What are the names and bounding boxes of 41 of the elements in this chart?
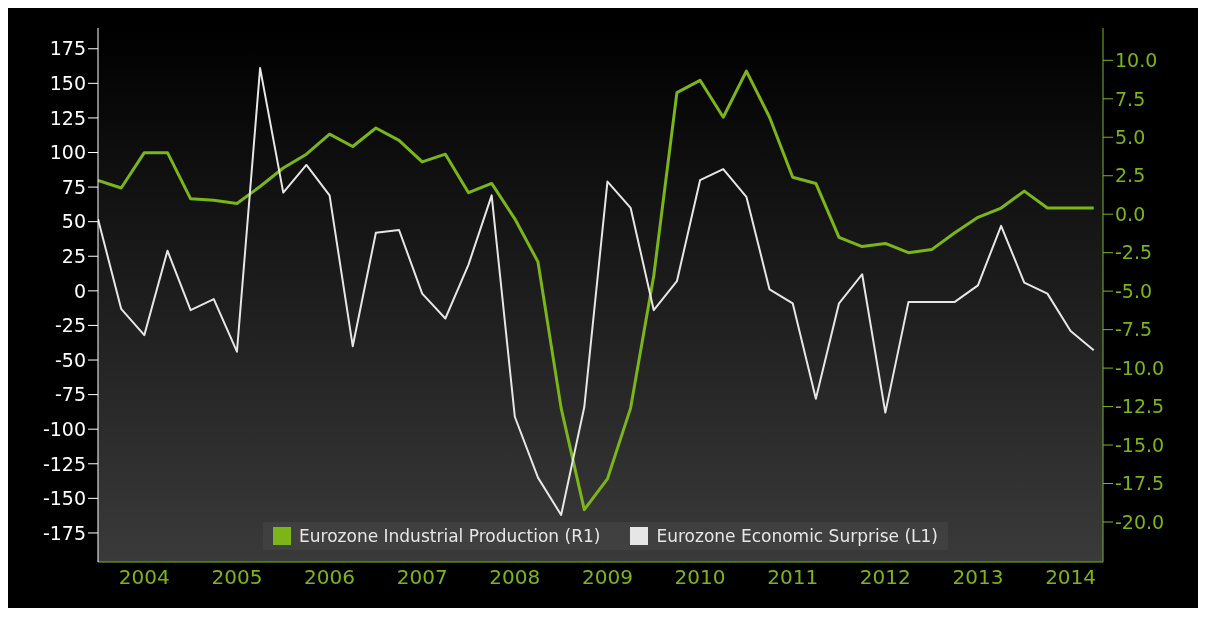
y2-tick-label: -2.5: [1115, 241, 1153, 264]
y-tick-label: 75: [61, 175, 86, 198]
y2-tick-label: -17.5: [1115, 472, 1165, 495]
x-tick-label: 2005: [211, 565, 263, 590]
y2-tick-label: 0.0: [1115, 202, 1146, 225]
y-tick-label: -50: [54, 348, 86, 371]
x-tick-label: 2007: [396, 565, 448, 590]
y-tick-label: -150: [42, 487, 86, 510]
x-tick-label: 2013: [952, 565, 1004, 590]
y-tick-label: 100: [49, 141, 86, 164]
x-tick-label: 2010: [674, 565, 726, 590]
x-tick-label: 2011: [767, 565, 819, 590]
legend-label: Eurozone Industrial Production (R1): [299, 526, 601, 546]
y-tick-label: -25: [54, 314, 86, 337]
y2-tick-label: -15.0: [1115, 433, 1165, 456]
x-tick-label: 2012: [859, 565, 911, 590]
y-tick-label: 125: [49, 106, 86, 129]
legend-label: Eurozone Economic Surprise (L1): [656, 526, 938, 546]
y2-tick-label: 5.0: [1115, 126, 1146, 149]
x-tick-label: 2009: [581, 565, 633, 590]
x-tick-label: 2006: [304, 565, 356, 590]
y-tick-label: -75: [54, 383, 86, 406]
y2-tick-label: 2.5: [1115, 164, 1146, 187]
y-tick-label: 150: [49, 72, 86, 95]
y2-tick-label: -10.0: [1115, 356, 1165, 379]
y-tick-label: -100: [42, 417, 86, 440]
y-tick-label: 25: [61, 245, 86, 268]
y-tick-label: 50: [61, 210, 86, 233]
y2-tick-label: -12.5: [1115, 395, 1165, 418]
y2-tick-label: -20.0: [1115, 510, 1165, 533]
y-tick-label: 0: [73, 279, 86, 302]
x-tick-label: 2004: [118, 565, 170, 590]
y-tick-label: 175: [49, 37, 86, 60]
y2-tick-label: 10.0: [1115, 49, 1158, 72]
y2-tick-label: 7.5: [1115, 87, 1146, 110]
y-tick-label: -125: [42, 452, 86, 475]
y-tick-label: -175: [42, 521, 86, 544]
y2-tick-label: -7.5: [1115, 318, 1153, 341]
x-tick-label: 2014: [1045, 565, 1097, 590]
y2-tick-label: -5.0: [1115, 279, 1153, 302]
x-tick-label: 2008: [489, 565, 541, 590]
